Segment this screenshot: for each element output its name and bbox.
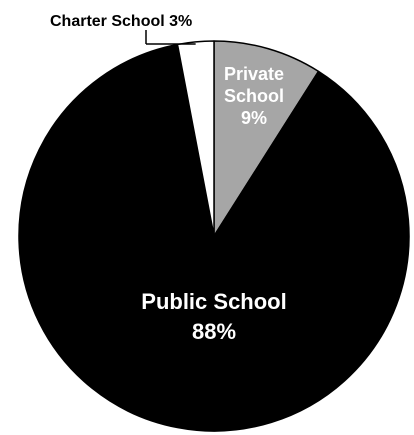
pie-labels: Private School 9% Public School 88% Charter S… <box>50 13 287 344</box>
pie-label-line: Public School <box>141 289 286 314</box>
pie-slice-public-school <box>18 43 410 432</box>
pie-label-public-school: Public School 88% <box>141 289 286 344</box>
pie-label-private-school: Private School 9% <box>224 64 284 128</box>
pie-label-line: 88% <box>192 319 236 344</box>
pie-label-line: 9% <box>241 108 267 128</box>
pie-label-line: Private <box>224 64 284 84</box>
pie-label-line: School <box>224 86 284 106</box>
pie-label-charter-school: Charter School 3% <box>50 13 192 30</box>
pie-slices <box>18 40 410 432</box>
pie-label-line: Charter School 3% <box>50 13 192 30</box>
pie-slice-private-school <box>213 40 320 237</box>
